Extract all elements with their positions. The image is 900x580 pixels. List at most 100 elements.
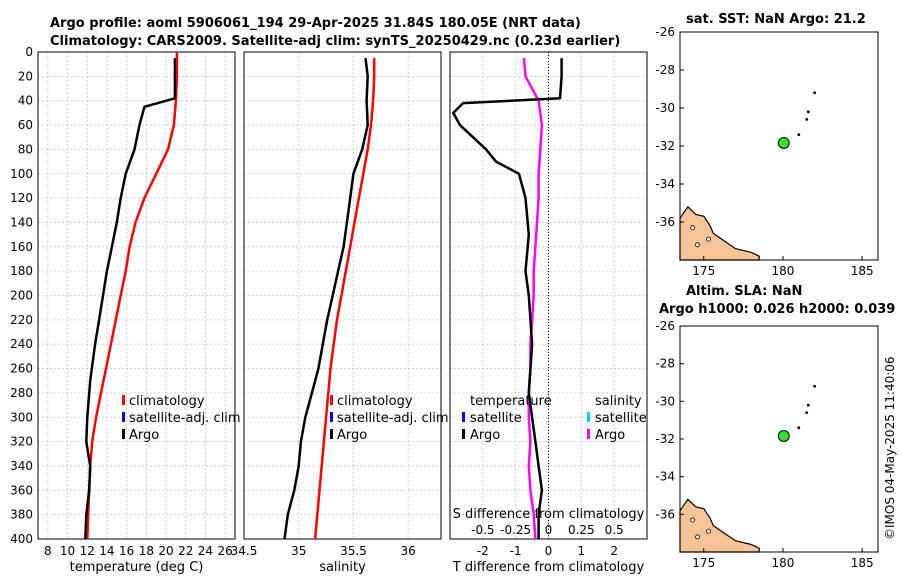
y-tick-label: 400 <box>10 532 33 546</box>
track-point <box>797 426 801 430</box>
legend-label: Argo <box>129 428 159 443</box>
argo-float-marker <box>777 429 790 442</box>
imos-watermark: ©IMOS 04-May-2025 11:40:06 <box>883 356 897 540</box>
y-tick-label: 100 <box>10 167 33 181</box>
x-tick-label: 35 <box>291 544 306 558</box>
x-axis-label: T difference from climatology <box>452 560 645 575</box>
x-tick-label: 16 <box>119 544 134 558</box>
y-tick-label: 340 <box>10 459 33 473</box>
x-tick-label: 24 <box>198 544 213 558</box>
track-point <box>813 91 817 95</box>
x-tick-label: 34.5 <box>231 544 258 558</box>
argo-float-marker <box>777 136 790 149</box>
s-tick-label: -0.5 <box>471 523 494 537</box>
legend-label: Argo <box>595 428 625 443</box>
y-tick-label: 120 <box>10 191 33 205</box>
axes-box <box>243 51 442 540</box>
legend-swatch <box>587 429 590 439</box>
legend-label: Argo <box>337 428 367 443</box>
x-tick-label: 1 <box>578 544 586 558</box>
x-axis-label: salinity <box>319 560 366 575</box>
map-sst-title: sat. SST: NaN Argo: 21.2 <box>686 12 866 27</box>
y-tick-label: 300 <box>10 410 33 424</box>
track-point <box>813 384 817 388</box>
x-tick-label: 2 <box>610 544 618 558</box>
sst-map-panel: sat. SST: NaN Argo: 21.2 175 180 185 -26 -28 -… <box>655 12 879 278</box>
y-tick-label: 360 <box>10 483 33 497</box>
track-point <box>805 411 809 415</box>
legend-label: satellite <box>470 411 522 426</box>
y-tick-label: 320 <box>10 435 33 449</box>
legend-swatch <box>330 429 333 439</box>
track-point <box>806 110 810 114</box>
legend-label: satellite-adj. clim <box>129 411 241 426</box>
map-y-tick-label: -36 <box>655 215 675 229</box>
lake-marker <box>690 225 696 231</box>
map-x-tick-label: 185 <box>851 556 874 570</box>
legend-swatch <box>122 412 125 422</box>
map-y-tick-label: -28 <box>655 63 675 77</box>
s-tick-label: 0.5 <box>605 523 624 537</box>
y-tick-label: 80 <box>18 142 33 156</box>
climatology-salinity-line <box>313 58 376 540</box>
map-y-tick-label: -34 <box>655 177 675 191</box>
y-tick-label: 40 <box>18 94 33 108</box>
map-x-tick-label: 180 <box>772 556 795 570</box>
x-tick-label: -2 <box>477 544 489 558</box>
y-tick-label: 280 <box>10 386 33 400</box>
map-y-tick-label: -36 <box>655 507 675 521</box>
y-tick-label: 240 <box>10 337 33 351</box>
title-line-1: Argo profile: aoml 5906061_194 29-Apr-20… <box>50 16 581 31</box>
s-tick-label: 0 <box>545 523 553 537</box>
axes-box <box>37 51 236 540</box>
legend-title-salinity: salinity <box>595 394 642 409</box>
argo-salinity-line <box>283 57 369 540</box>
y-tick-label: 200 <box>10 289 33 303</box>
land-mass <box>679 205 760 261</box>
legend-swatch <box>330 412 333 422</box>
track-point <box>806 403 810 407</box>
x-tick-label: 22 <box>178 544 193 558</box>
track-point <box>797 133 801 137</box>
lake-marker <box>695 242 700 248</box>
x-tick-label: 10 <box>60 544 75 558</box>
lake-marker <box>706 528 711 534</box>
map-sla-title: Altim. SLA: NaN <box>686 284 802 299</box>
map-x-tick-label: 175 <box>692 264 715 278</box>
legend-swatch <box>122 395 125 405</box>
map-x-tick-label: 180 <box>772 264 795 278</box>
map-y-tick-label: -26 <box>655 319 675 333</box>
track-point <box>805 118 809 121</box>
difference-panel: -2 -1 0 1 2 T difference from climatology S di… <box>449 51 648 575</box>
y-tick-label: 140 <box>10 215 33 229</box>
sla-map-panel: Altim. SLA: NaN Argo h1000: 0.026 h2000: … <box>655 284 895 570</box>
map-y-tick-label: -34 <box>655 470 675 484</box>
s-tick-label: -0.25 <box>500 523 531 537</box>
x-tick-label: 8 <box>44 544 52 558</box>
y-tick-label: 0 <box>25 45 33 59</box>
lake-marker <box>706 236 711 242</box>
x-tick-label: 35.5 <box>340 544 367 558</box>
x-tick-label: -1 <box>510 544 522 558</box>
map-y-tick-label: -30 <box>655 101 675 115</box>
map-x-tick-label: 175 <box>692 556 715 570</box>
legend-label: satellite <box>595 411 647 426</box>
x-tick-label: 20 <box>158 544 173 558</box>
legend-label: climatology <box>129 394 205 409</box>
legend-swatch <box>462 429 465 439</box>
y-tick-label: 180 <box>10 264 33 278</box>
map-sla-subtitle: Argo h1000: 0.026 h2000: 0.039 <box>659 302 895 317</box>
legend-label: Argo <box>470 428 500 443</box>
legend-swatch <box>122 429 125 439</box>
map-y-tick-label: -28 <box>655 357 675 371</box>
argo-salinity-difference-line <box>522 57 544 540</box>
y-tick-label: 260 <box>10 362 33 376</box>
title-line-2: Climatology: CARS2009. Satellite-adj cli… <box>50 34 620 49</box>
argo-temperature-line <box>84 58 177 540</box>
x-tick-label: 36 <box>401 544 416 558</box>
argo-temperature-difference-line <box>452 58 563 539</box>
legend-swatch <box>462 412 465 422</box>
y-tick-label: 220 <box>10 313 33 327</box>
map-x-tick-label: 185 <box>851 264 874 278</box>
